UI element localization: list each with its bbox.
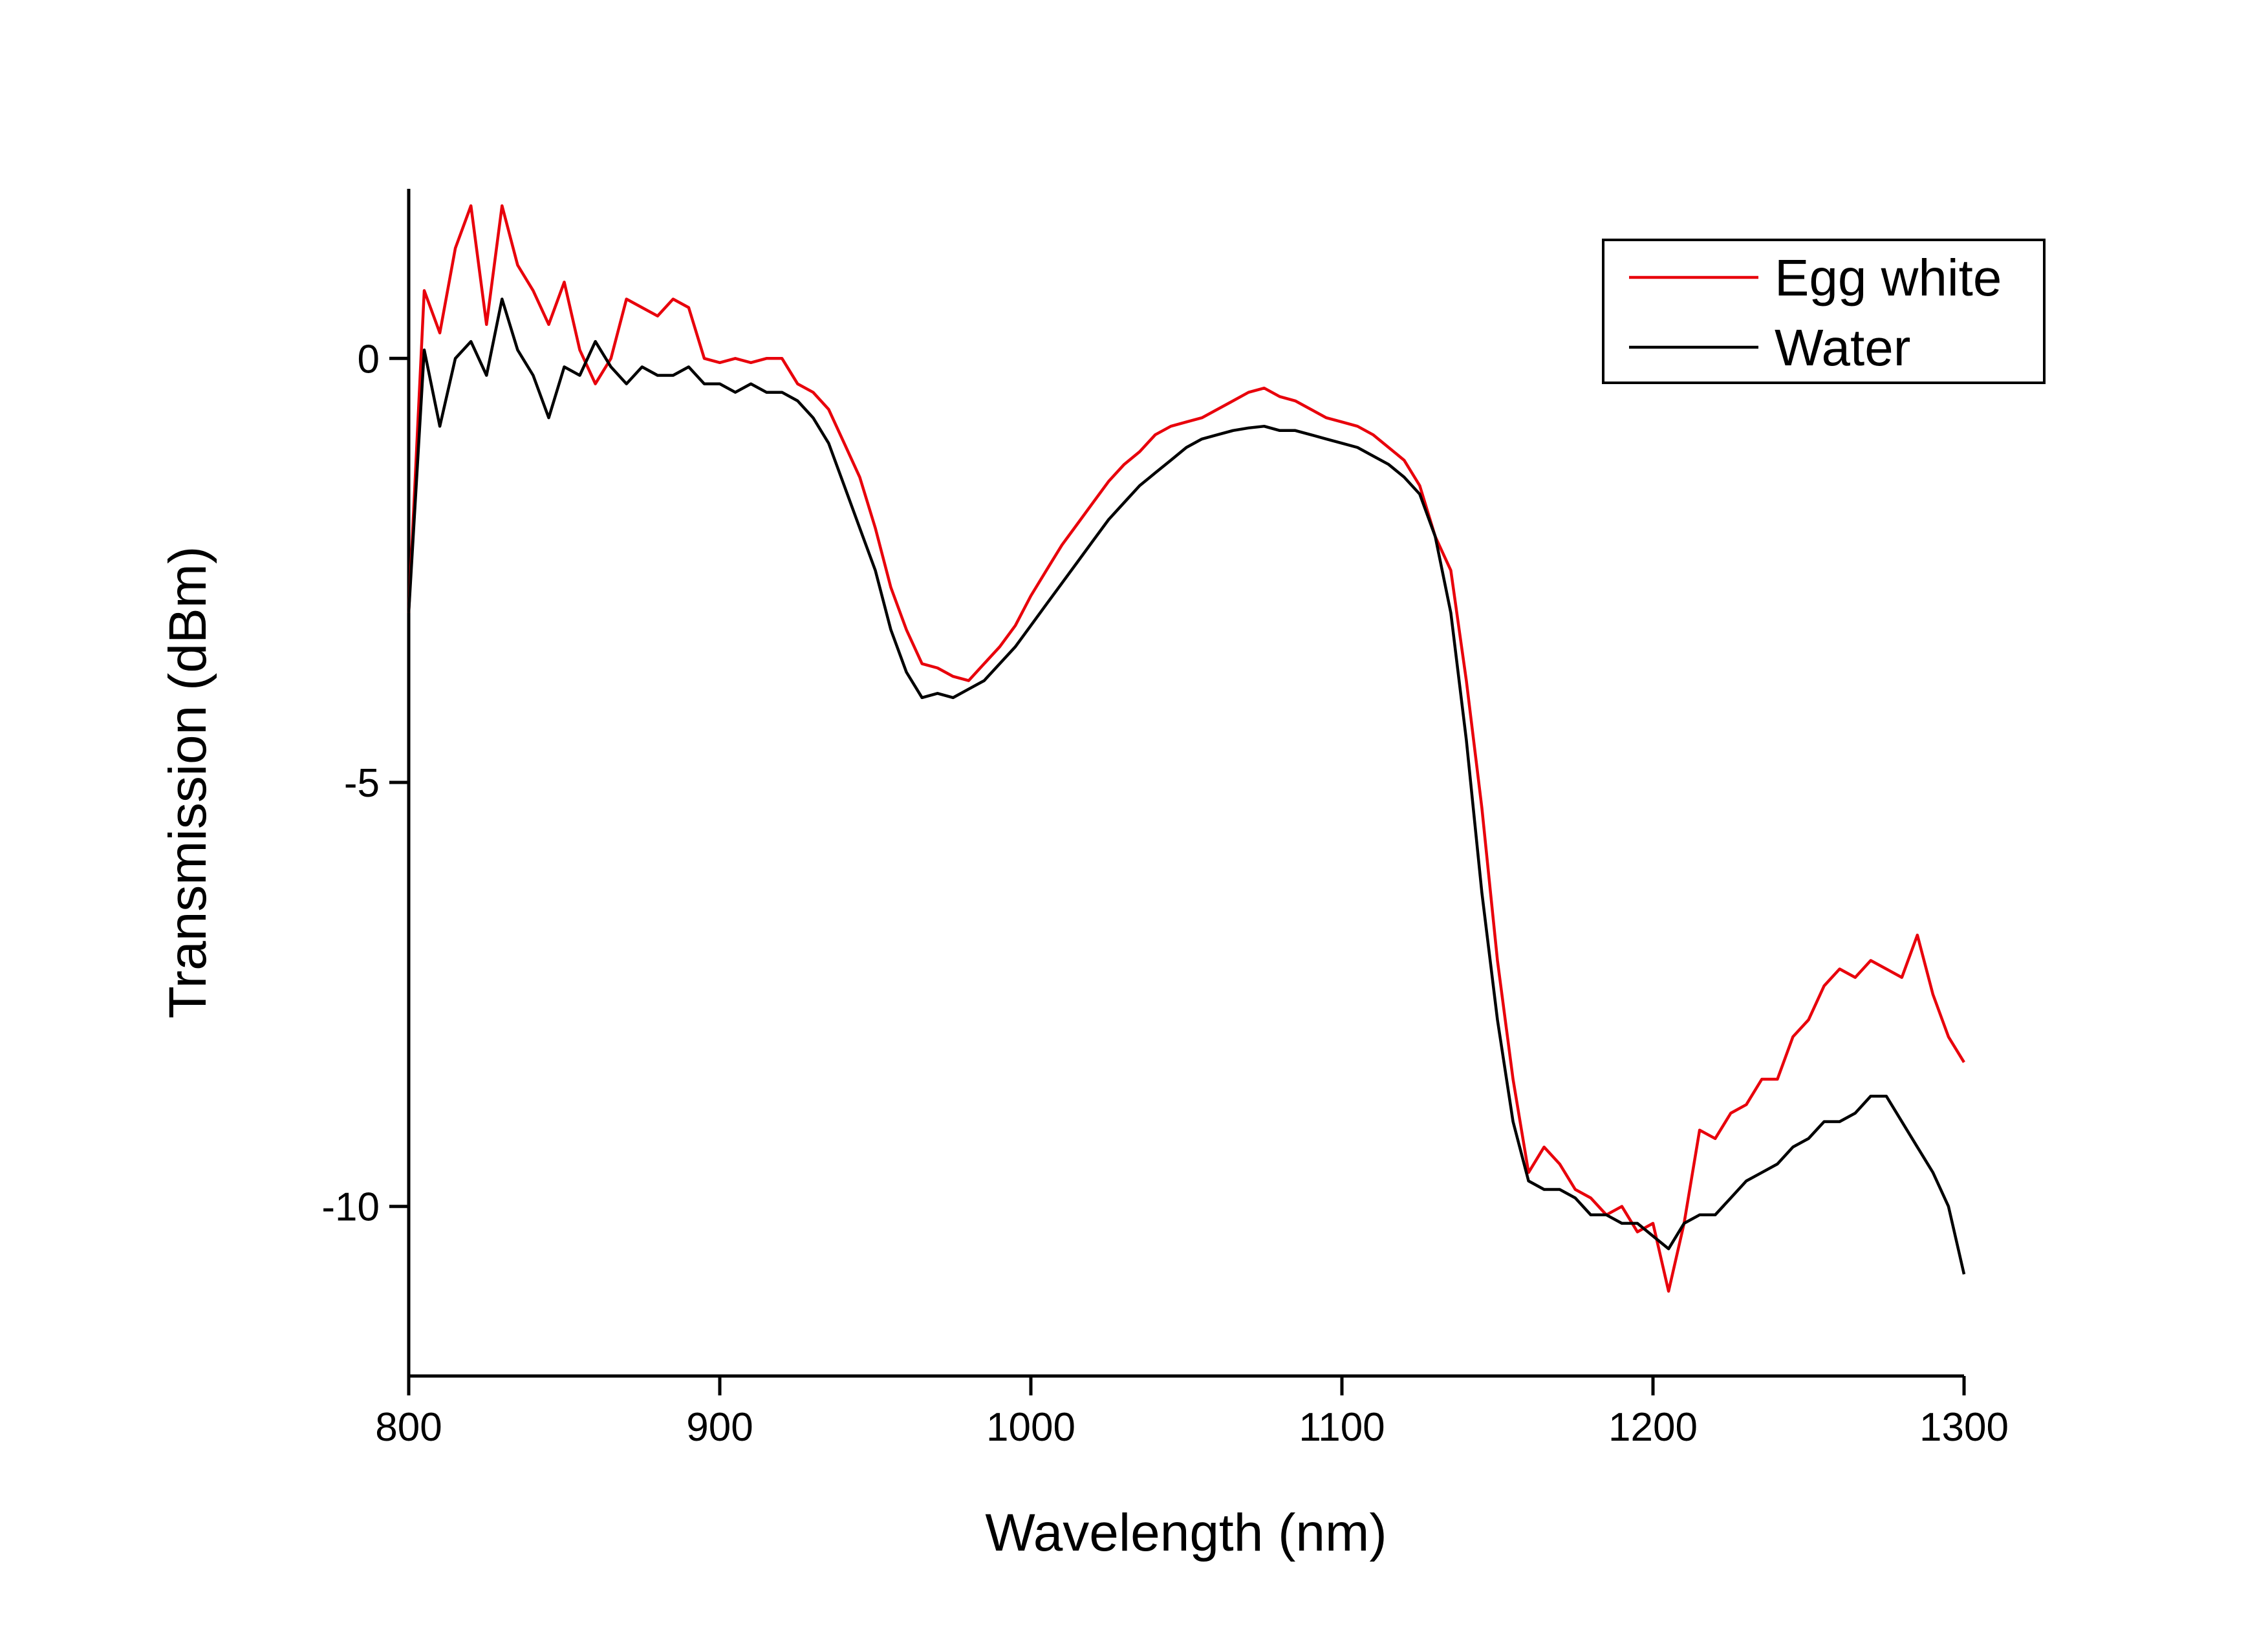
x-tick-label: 1300 bbox=[1919, 1405, 2009, 1450]
y-tick-label: -10 bbox=[321, 1185, 380, 1230]
x-tick-label: 800 bbox=[375, 1405, 442, 1450]
y-tick-label: 0 bbox=[358, 337, 380, 382]
y-tick-label: -5 bbox=[344, 761, 380, 806]
x-tick-label: 1100 bbox=[1299, 1405, 1385, 1450]
x-axis-title: Wavelength (nm) bbox=[985, 1503, 1387, 1562]
x-tick-label: 1000 bbox=[986, 1405, 1075, 1450]
legend-label: Egg white bbox=[1775, 249, 2002, 306]
y-axis-title: Transmission (dBm) bbox=[158, 546, 217, 1019]
legend-box bbox=[1602, 239, 2046, 384]
data-line bbox=[407, 297, 1966, 1275]
x-tick-label: 900 bbox=[686, 1405, 753, 1450]
data-line bbox=[407, 204, 1965, 1293]
legend-label: Water bbox=[1775, 319, 1910, 376]
x-tick-label: 1200 bbox=[1608, 1405, 1698, 1450]
